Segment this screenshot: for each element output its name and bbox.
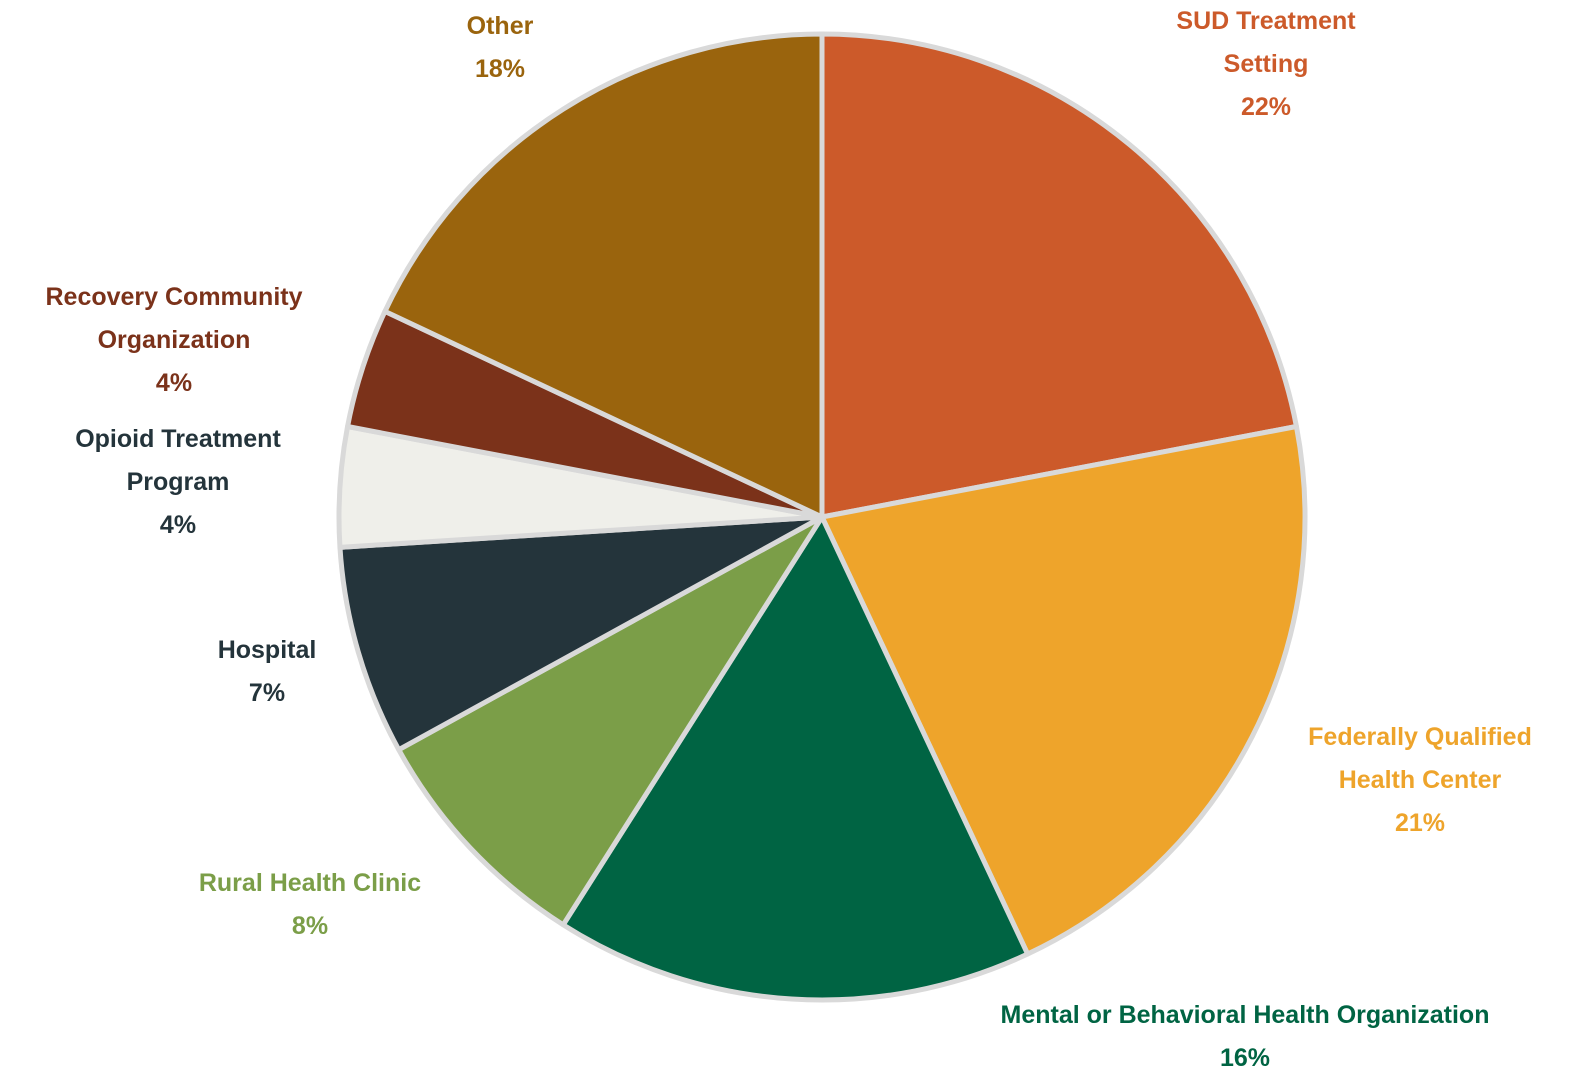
slice-label: Opioid Treatment Program 4% [38, 418, 318, 547]
pie-slice [396, 514, 825, 928]
slice-label: Federally Qualified Health Center 21% [1270, 716, 1570, 845]
pie-slice [819, 31, 1299, 520]
category-name: Mental or Behavioral Health Organization [1000, 1001, 1490, 1029]
category-name: Federally Qualified Health Center [1308, 723, 1532, 794]
value-label: 16% [1219, 1044, 1271, 1072]
pie-slice [819, 423, 1308, 957]
slice-label: Mental or Behavioral Health Organization… [925, 994, 1565, 1080]
slice-label: Recovery Community Organization 4% [9, 276, 339, 405]
slice-label: Hospital 7% [192, 629, 342, 715]
category-name: Opioid Treatment Program [75, 425, 281, 496]
slice-label: Rural Health Clinic 8% [150, 862, 470, 948]
pie-slice [560, 514, 1031, 1003]
category-name: Rural Health Clinic [198, 869, 422, 897]
pie-slice [382, 31, 825, 520]
value-label: 22% [1240, 93, 1292, 121]
value-label: 21% [1394, 809, 1446, 837]
value-label: 4% [159, 511, 197, 539]
slice-label: SUD Treatment Setting 22% [1146, 0, 1386, 129]
value-label: 18% [474, 55, 526, 83]
category-name: Recovery Community Organization [45, 283, 303, 354]
category-name: Hospital [217, 636, 317, 664]
slice-label: Other 18% [435, 5, 565, 91]
value-label: 4% [155, 369, 193, 397]
category-name: SUD Treatment Setting [1176, 7, 1356, 78]
value-label: 7% [248, 679, 286, 707]
pie-slice [337, 514, 825, 753]
value-label: 8% [291, 912, 329, 940]
category-name: Other [466, 12, 534, 40]
